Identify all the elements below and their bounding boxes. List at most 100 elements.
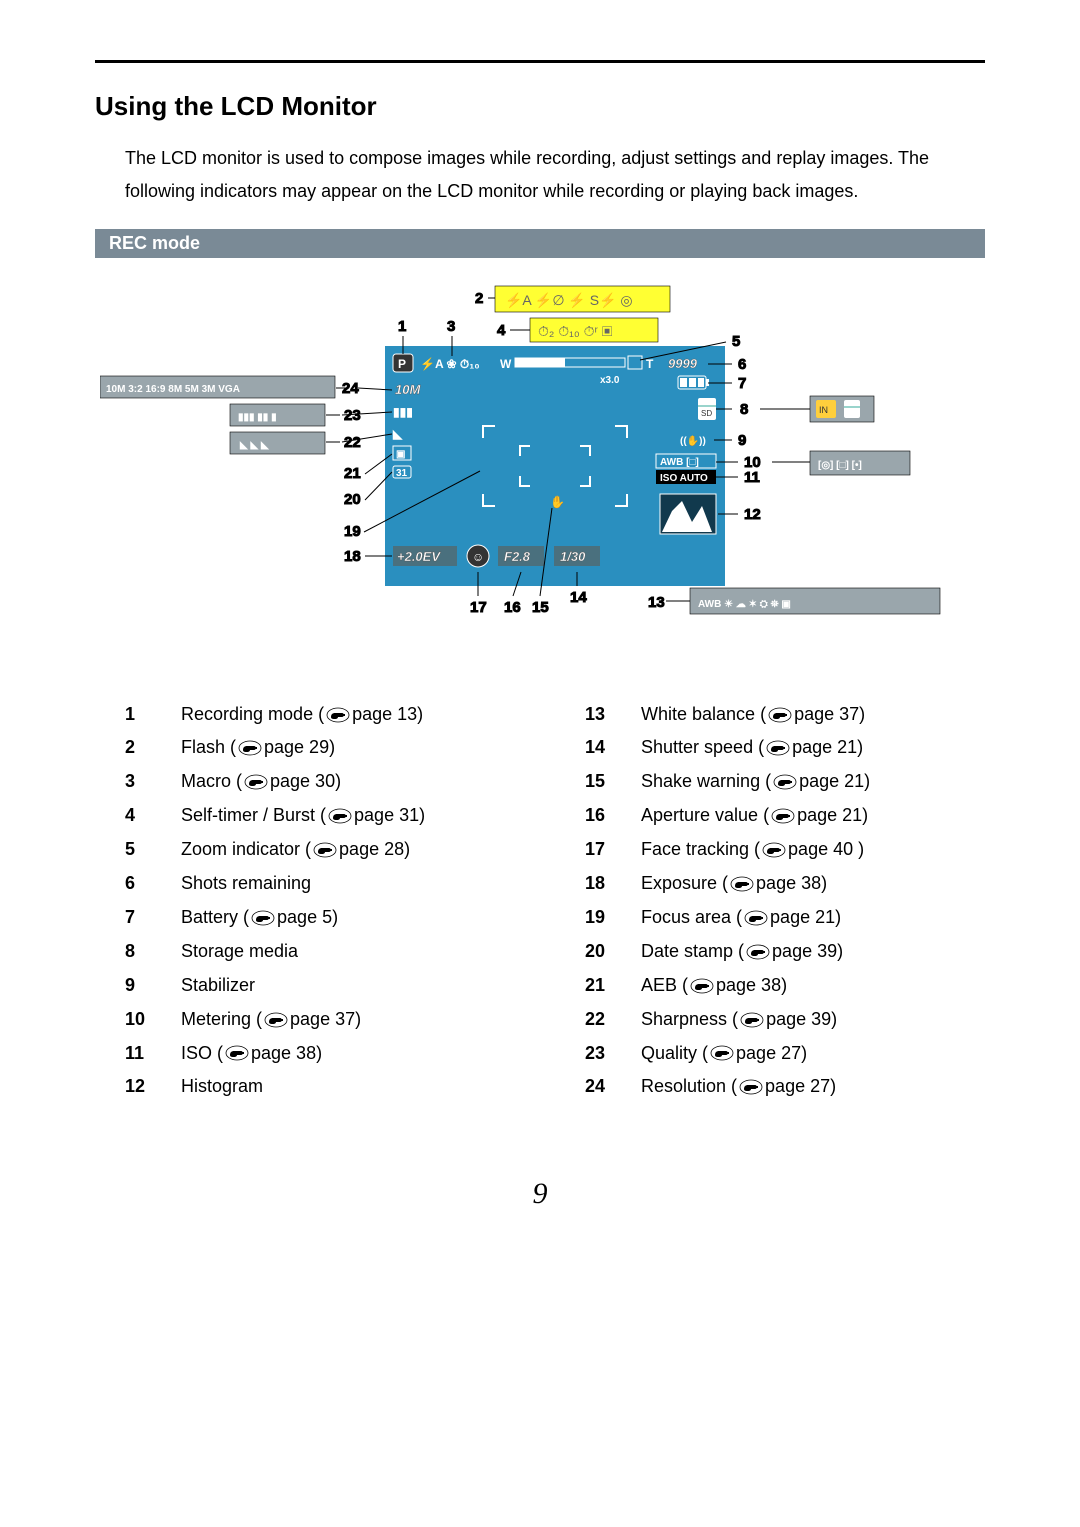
svg-text:11: 11 bbox=[744, 469, 760, 486]
legend-row: 8Storage media bbox=[125, 938, 525, 966]
svg-text:1: 1 bbox=[398, 318, 406, 335]
legend-number: 5 bbox=[125, 836, 181, 864]
legend-text: Flash (page 29) bbox=[181, 734, 335, 762]
legend-text: Exposure (page 38) bbox=[641, 870, 827, 898]
pointing-hand-icon bbox=[730, 876, 754, 892]
legend-right: 13White balance (page 37)14Shutter speed… bbox=[585, 701, 985, 1108]
svg-text:AWB ☀ ☁ ✶ ⛭ ⛯ ▣: AWB ☀ ☁ ✶ ⛭ ⛯ ▣ bbox=[698, 599, 791, 610]
pointing-hand-icon bbox=[326, 707, 350, 723]
pointing-hand-icon bbox=[739, 1079, 763, 1095]
svg-text:SD: SD bbox=[701, 409, 712, 418]
legend-number: 15 bbox=[585, 768, 641, 796]
pointing-hand-icon bbox=[313, 842, 337, 858]
diagram-svg: .cl { font: bold 15px Arial; fill:#000; … bbox=[100, 276, 980, 666]
legend-left: 1Recording mode (page 13) 2Flash (page 29… bbox=[125, 701, 525, 1108]
svg-text:13: 13 bbox=[648, 594, 665, 611]
legend-number: 13 bbox=[585, 701, 641, 729]
legend-text: Histogram bbox=[181, 1073, 263, 1101]
svg-text:14: 14 bbox=[570, 589, 587, 606]
legend-text: Shake warning (page 21) bbox=[641, 768, 870, 796]
svg-text:T: T bbox=[646, 357, 654, 371]
legend-text: Shutter speed (page 21) bbox=[641, 734, 863, 762]
legend-text: Sharpness (page 39) bbox=[641, 1006, 837, 1034]
svg-text:19: 19 bbox=[344, 523, 361, 540]
svg-text:IN: IN bbox=[819, 405, 828, 415]
page-title: Using the LCD Monitor bbox=[95, 91, 985, 122]
legend-number: 17 bbox=[585, 836, 641, 864]
svg-text:10M 3:2 16:9 8M 5M 3M VGA: 10M 3:2 16:9 8M 5M 3M VGA bbox=[106, 384, 240, 395]
svg-text:+2.0EV: +2.0EV bbox=[397, 549, 441, 564]
legend-row: 3Macro (page 30) bbox=[125, 768, 525, 796]
svg-text:5: 5 bbox=[732, 333, 740, 350]
legend-row: 5Zoom indicator (page 28) bbox=[125, 836, 525, 864]
svg-text:ISO AUTO: ISO AUTO bbox=[660, 473, 708, 484]
legend-number: 19 bbox=[585, 904, 641, 932]
pointing-hand-icon bbox=[766, 740, 790, 756]
histogram-graphic bbox=[660, 494, 716, 534]
top-rule bbox=[95, 60, 985, 63]
legend-text: Metering (page 37) bbox=[181, 1006, 361, 1034]
svg-text:10M: 10M bbox=[395, 382, 421, 397]
svg-text:4: 4 bbox=[497, 322, 506, 339]
legend-row: 17Face tracking (page 40 ) bbox=[585, 836, 985, 864]
pointing-hand-icon bbox=[744, 910, 768, 926]
svg-text:1/30: 1/30 bbox=[560, 549, 586, 564]
svg-text:31: 31 bbox=[396, 468, 408, 479]
pointing-hand-icon bbox=[771, 808, 795, 824]
legend-row: 23Quality (page 27) bbox=[585, 1040, 985, 1068]
svg-text:☺: ☺ bbox=[472, 550, 484, 564]
pointing-hand-icon bbox=[768, 707, 792, 723]
legend-row: 15Shake warning (page 21) bbox=[585, 768, 985, 796]
svg-text:P: P bbox=[398, 357, 406, 371]
pointing-hand-icon bbox=[264, 1012, 288, 1028]
svg-text:6: 6 bbox=[738, 356, 746, 373]
legend-row: 7Battery (page 5) bbox=[125, 904, 525, 932]
legend-number: 7 bbox=[125, 904, 181, 932]
svg-text:x3.0: x3.0 bbox=[600, 375, 620, 386]
svg-text:23: 23 bbox=[344, 407, 361, 424]
legend-text: Date stamp (page 39) bbox=[641, 938, 843, 966]
pointing-hand-icon bbox=[328, 808, 352, 824]
legend-row: 1Recording mode (page 13) bbox=[125, 701, 525, 729]
legend-row: 20Date stamp (page 39) bbox=[585, 938, 985, 966]
legend-row: 2Flash (page 29) bbox=[125, 734, 525, 762]
legend-row: 21AEB (page 38) bbox=[585, 972, 985, 1000]
svg-text:2: 2 bbox=[475, 290, 483, 307]
pointing-hand-icon bbox=[710, 1045, 734, 1061]
legend-text: Zoom indicator (page 28) bbox=[181, 836, 410, 864]
legend-number: 8 bbox=[125, 938, 181, 966]
lcd-diagram: .cl { font: bold 15px Arial; fill:#000; … bbox=[95, 276, 985, 671]
svg-text:7: 7 bbox=[738, 375, 746, 392]
svg-text:AWB [□]: AWB [□] bbox=[660, 457, 699, 468]
legend-number: 1 bbox=[125, 701, 181, 729]
legend-number: 9 bbox=[125, 972, 181, 1000]
legend-row: 9Stabilizer bbox=[125, 972, 525, 1000]
pointing-hand-icon bbox=[238, 740, 262, 756]
section-header: REC mode bbox=[95, 229, 985, 258]
legend-text: Recording mode (page 13) bbox=[181, 701, 423, 729]
shake-warn-icon: ✋ bbox=[550, 495, 565, 509]
svg-text:21: 21 bbox=[344, 465, 361, 482]
svg-text:16: 16 bbox=[504, 599, 521, 616]
legend-row: 14Shutter speed (page 21) bbox=[585, 734, 985, 762]
legend-number: 22 bbox=[585, 1006, 641, 1034]
legend-text: Shots remaining bbox=[181, 870, 311, 898]
legend-row: 16Aperture value (page 21) bbox=[585, 802, 985, 830]
svg-text:8: 8 bbox=[740, 401, 748, 418]
legend-number: 16 bbox=[585, 802, 641, 830]
legend-row: 6Shots remaining bbox=[125, 870, 525, 898]
svg-text:⏱₂ ⏱₁₀ ⏱ʳ ▣: ⏱₂ ⏱₁₀ ⏱ʳ ▣ bbox=[538, 323, 613, 339]
legend-number: 11 bbox=[125, 1040, 181, 1068]
legend-text: Focus area (page 21) bbox=[641, 904, 841, 932]
legend-text: Self-timer / Burst (page 31) bbox=[181, 802, 425, 830]
pointing-hand-icon bbox=[690, 978, 714, 994]
svg-text:18: 18 bbox=[344, 548, 361, 565]
legend-number: 6 bbox=[125, 870, 181, 898]
svg-text:22: 22 bbox=[344, 434, 361, 451]
pointing-hand-icon bbox=[740, 1012, 764, 1028]
svg-text:24: 24 bbox=[342, 380, 359, 397]
legend-number: 20 bbox=[585, 938, 641, 966]
legend-number: 10 bbox=[125, 1006, 181, 1034]
svg-text:▮▮▮: ▮▮▮ bbox=[393, 405, 413, 419]
svg-text:⚡A ❀ ⏱₁₀: ⚡A ❀ ⏱₁₀ bbox=[420, 357, 480, 371]
